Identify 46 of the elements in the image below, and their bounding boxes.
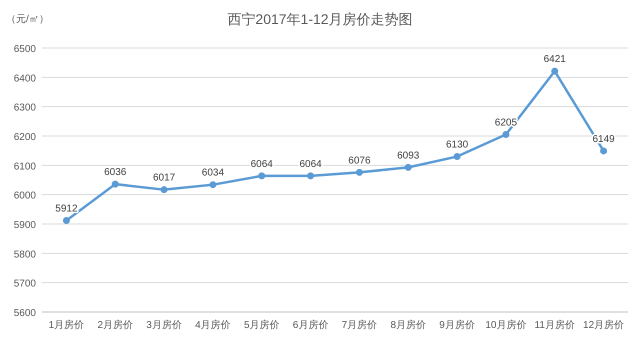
data-label: 6064 xyxy=(250,158,274,170)
x-tick-label: 6月房价 xyxy=(292,319,328,331)
y-tick-label: 6200 xyxy=(14,132,36,143)
point xyxy=(307,172,314,180)
data-label: 6017 xyxy=(152,172,176,184)
data-label: 6130 xyxy=(446,140,469,151)
y-tick-label: 6400 xyxy=(14,73,36,84)
point xyxy=(356,168,363,176)
point xyxy=(502,131,510,138)
y-tick-label: 5600 xyxy=(14,308,36,319)
data-label: 6034 xyxy=(202,168,224,179)
point xyxy=(209,181,216,188)
y-tick-label: 5900 xyxy=(14,220,36,231)
point xyxy=(600,147,608,154)
x-tick-label: 5月房价 xyxy=(244,319,280,331)
data-label: 6076 xyxy=(348,155,371,166)
y-tick-label: 5800 xyxy=(14,249,36,260)
point xyxy=(258,172,266,180)
x-tick-label: 7月房价 xyxy=(342,319,378,331)
point xyxy=(112,180,119,188)
y-tick-label: 6000 xyxy=(14,190,36,202)
y-tick-label: 6100 xyxy=(14,161,36,172)
point xyxy=(454,153,461,160)
y-axis-title: （元/㎡） xyxy=(6,14,49,25)
x-tick-label: 9月房价 xyxy=(439,319,475,331)
data-label: 6064 xyxy=(299,158,322,170)
data-label: 6421 xyxy=(544,54,566,66)
point xyxy=(160,186,168,194)
y-tick-label: 6300 xyxy=(14,102,36,114)
x-tick-label: 10月房价 xyxy=(485,319,526,331)
y-tick-label: 6500 xyxy=(14,44,36,55)
point xyxy=(404,164,412,171)
x-tick-label: 8月房价 xyxy=(390,319,426,331)
chart-title: 西宁2017年1-12月房价走势图 xyxy=(227,11,413,27)
x-tick-label: 12月房价 xyxy=(583,319,624,331)
x-tick-label: 11月房价 xyxy=(534,319,575,331)
point xyxy=(551,68,558,75)
x-tick-label: 2月房价 xyxy=(97,319,134,331)
point xyxy=(62,216,70,224)
x-tick-label: 4月房价 xyxy=(195,319,231,331)
data-label: 5912 xyxy=(55,203,78,214)
x-tick-label: 1月房价 xyxy=(48,319,84,331)
y-tick-label: 5700 xyxy=(14,278,36,290)
data-label: 6036 xyxy=(104,167,127,178)
x-tick-label: 3月房价 xyxy=(146,319,182,331)
data-label: 6093 xyxy=(397,150,420,162)
